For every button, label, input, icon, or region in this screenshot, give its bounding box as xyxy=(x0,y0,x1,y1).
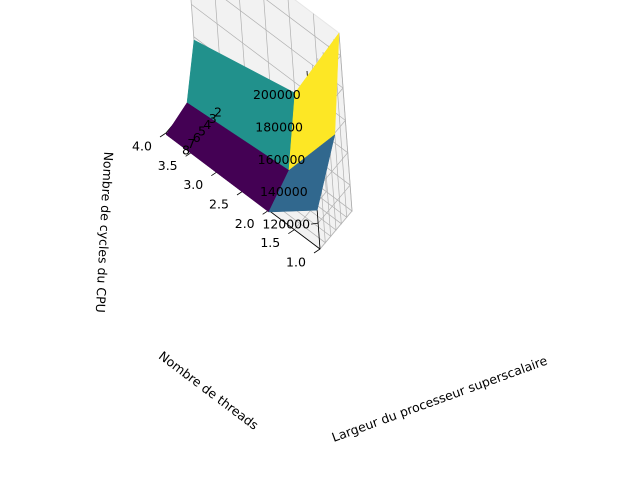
y-tick-label: 4.0 xyxy=(132,139,152,154)
x-tick-label: 4 xyxy=(203,117,211,132)
z-tick-label: 120000 xyxy=(262,217,310,232)
y-tick-label: 1.5 xyxy=(260,235,280,250)
x-tick-label: 6 xyxy=(193,130,201,145)
z-tick-label: 200000 xyxy=(253,87,301,102)
y-tick-label: 2.0 xyxy=(235,216,255,231)
z-tick-label: 140000 xyxy=(260,184,308,199)
x-tick-label: 3 xyxy=(209,111,217,126)
x-tick-label: 7 xyxy=(187,136,195,151)
y-tick-label: 2.5 xyxy=(209,197,229,212)
x-tick-label: 5 xyxy=(198,124,206,139)
y-tick-mark xyxy=(159,132,167,138)
x-axis-label: Largeur du processeur superscalaire xyxy=(330,353,550,445)
z-tick-label: 160000 xyxy=(258,152,306,167)
z-tick-mark xyxy=(311,222,319,225)
surface-face xyxy=(268,134,336,213)
y-axis-label: Nombre de threads xyxy=(156,348,261,433)
y-tick-mark xyxy=(288,229,295,234)
y-tick-label: 3.5 xyxy=(158,158,178,173)
z-axis-label: Nombre de cycles du CPU xyxy=(93,151,116,313)
y-tick-label: 1.0 xyxy=(286,255,306,270)
x-tick-label: 2 xyxy=(214,105,222,120)
x-tick-label: 8 xyxy=(182,143,190,158)
z-tick-label: 180000 xyxy=(255,120,303,135)
surface-faces xyxy=(165,32,340,213)
y-tick-mark xyxy=(313,248,321,254)
gridline-y xyxy=(319,32,353,250)
y-tick-label: 3.0 xyxy=(183,177,203,192)
